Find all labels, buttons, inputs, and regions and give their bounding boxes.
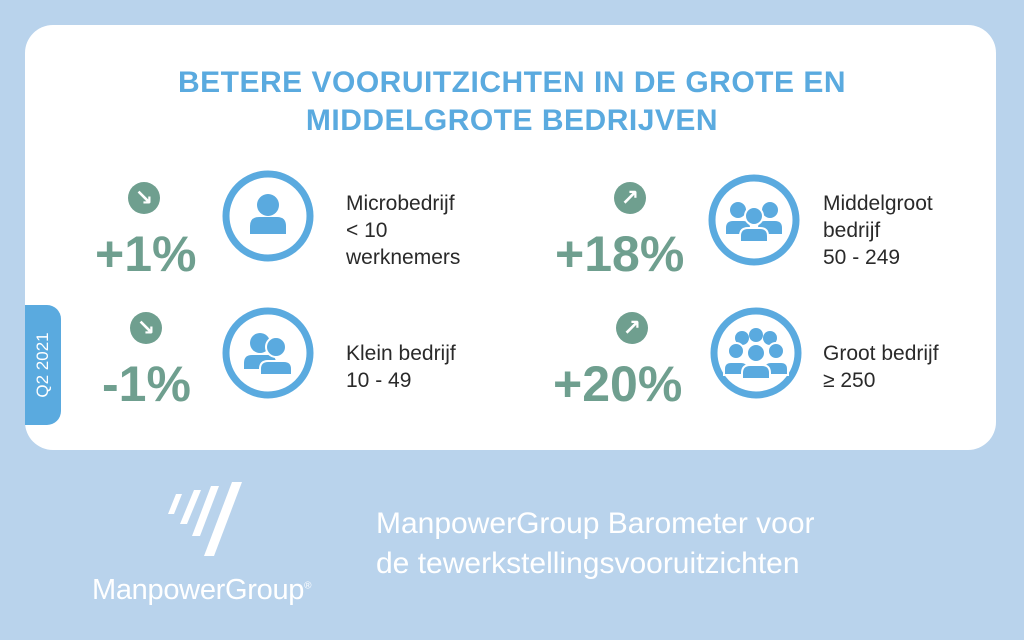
group-people-icon [708, 174, 800, 266]
brand-name: ManpowerGroup® [92, 574, 312, 606]
micro-label: Microbedrijf < 10 werknemers [346, 192, 461, 269]
klein-change: -1% [102, 356, 191, 412]
tagline: ManpowerGroup Barometer voor de tewerkst… [376, 507, 815, 580]
groot-change: +20% [553, 356, 683, 412]
manpowergroup-logo-icon [168, 482, 242, 556]
single-person-icon [222, 170, 314, 262]
trend-down-icon: ↘ [130, 312, 162, 344]
infographic-card [25, 25, 996, 450]
micro-change: +1% [95, 226, 197, 282]
klein-label: Klein bedrijf 10 - 49 [346, 342, 456, 392]
groot-label: Groot bedrijf ≥ 250 [823, 342, 939, 392]
two-people-icon [222, 307, 314, 399]
page-title: BETERE VOORUITZICHTEN IN DE GROTE EN MID… [177, 66, 847, 137]
period-label: Q2 2021 [33, 332, 52, 398]
middelgroot-change: +18% [555, 226, 685, 282]
trend-up-icon: ↗ [614, 182, 646, 214]
large-group-people-icon [710, 307, 802, 399]
period-tab: Q2 2021 [25, 305, 61, 425]
middelgroot-label: Middelgroot bedrijf 50 - 249 [823, 192, 933, 269]
trend-up-icon: ↗ [616, 312, 648, 344]
trend-down-icon: ↘ [128, 182, 160, 214]
